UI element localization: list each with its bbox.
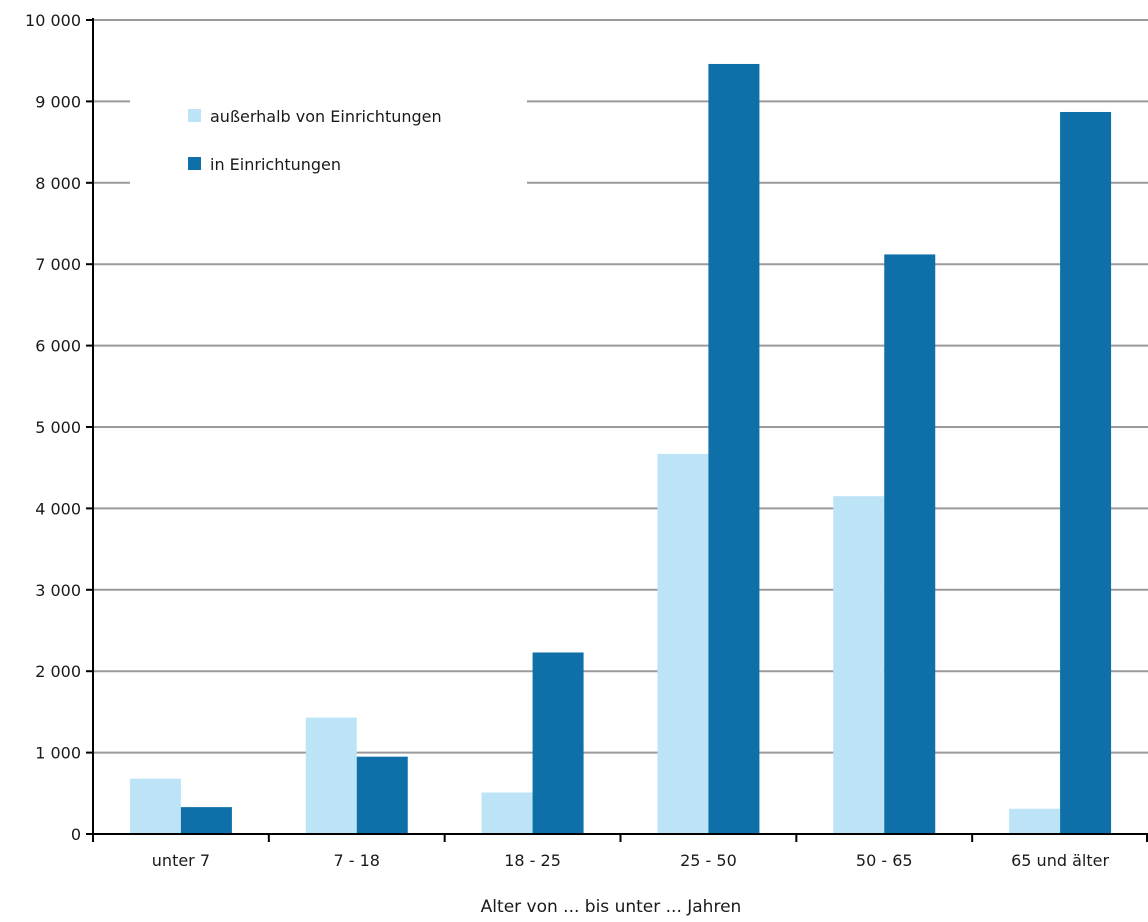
x-tick-labels: unter 7 7 - 18 18 - 25 25 - 50 50 - 65 65 und… — [152, 851, 1110, 870]
y-tick-label: 9 000 — [35, 92, 81, 111]
bars — [129, 63, 1112, 835]
gridlines — [93, 19, 1148, 754]
legend-label: in Einrichtungen — [210, 155, 341, 174]
bar-ausserhalb — [657, 453, 709, 834]
x-category-label: 18 - 25 — [504, 851, 561, 870]
legend-swatch — [188, 157, 201, 170]
y-tick-label: 7 000 — [35, 255, 81, 274]
legend: außerhalb von Einrichtungen in Einrichtun… — [188, 107, 442, 174]
bar-ausserhalb — [833, 496, 885, 834]
y-tick-label: 5 000 — [35, 418, 81, 437]
legend-swatch — [188, 109, 201, 122]
axes — [86, 18, 1148, 842]
y-tick-label: 8 000 — [35, 174, 81, 193]
y-tick-label: 10 000 — [25, 11, 81, 30]
bar-in-einrichtungen — [532, 652, 584, 834]
bar-in-einrichtungen — [1060, 111, 1112, 835]
y-tick-label: 3 000 — [35, 581, 81, 600]
x-category-label: 7 - 18 — [334, 851, 380, 870]
bar-in-einrichtungen — [180, 807, 232, 834]
bar-ausserhalb — [481, 792, 533, 834]
y-tick-label: 0 — [71, 825, 81, 844]
x-category-label: 65 und älter — [1011, 851, 1109, 870]
x-axis-title: Alter von ... bis unter ... Jahren — [481, 897, 742, 917]
bar-ausserhalb — [129, 778, 181, 834]
x-category-label: 25 - 50 — [680, 851, 737, 870]
legend-label: außerhalb von Einrichtungen — [210, 107, 442, 126]
y-tick-label: 1 000 — [35, 744, 81, 763]
bar-ausserhalb — [1009, 808, 1061, 834]
y-tick-label: 4 000 — [35, 499, 81, 518]
x-category-label: unter 7 — [152, 851, 210, 870]
bar-ausserhalb — [305, 717, 357, 834]
y-tick-label: 6 000 — [35, 337, 81, 356]
bar-in-einrichtungen — [356, 756, 408, 834]
y-tick-label: 2 000 — [35, 662, 81, 681]
y-tick-labels: 0 1 000 2 000 3 000 4 000 5 000 6 000 7 000 8 00… — [25, 11, 81, 844]
x-category-label: 50 - 65 — [856, 851, 913, 870]
bar-in-einrichtungen — [884, 254, 936, 834]
bar-in-einrichtungen — [708, 63, 760, 835]
